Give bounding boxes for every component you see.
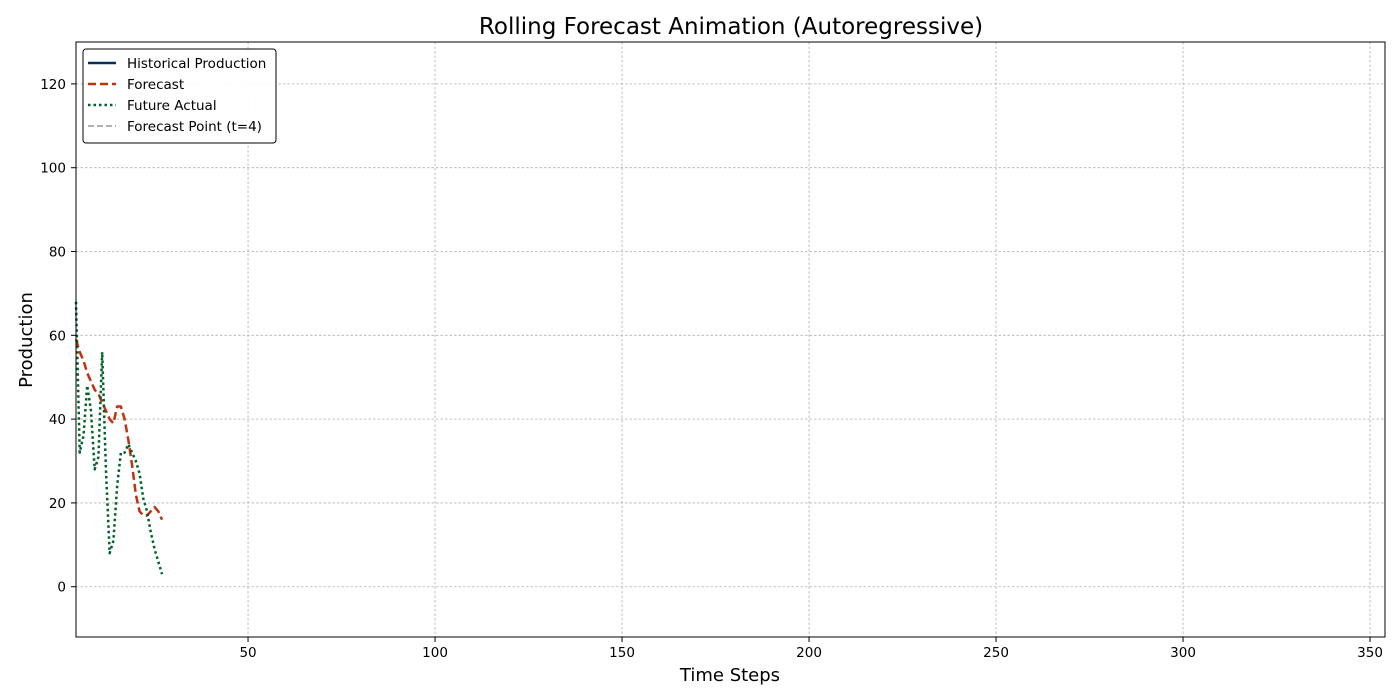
y-axis-label: Production — [16, 292, 37, 388]
y-tick-label: 60 — [49, 328, 66, 344]
x-tick-label: 100 — [422, 645, 448, 661]
x-tick-label: 150 — [609, 645, 635, 661]
legend-label-future-actual: Future Actual — [127, 98, 217, 114]
legend: Historical Production Forecast Future Actu… — [82, 48, 277, 144]
y-tick-label: 120 — [40, 77, 66, 93]
legend-label-forecast: Forecast — [127, 77, 184, 93]
future-actual-line — [74, 301, 164, 575]
y-tick-label: 20 — [49, 496, 66, 512]
plot-frame — [75, 41, 1386, 638]
tick-labels: 50 100 150 200 250 300 350 0 20 40 60 80 100 120 — [40, 77, 1383, 661]
legend-label-historical-production: Historical Production — [127, 56, 266, 72]
grid — [76, 42, 1385, 637]
y-tick-label: 100 — [40, 161, 66, 177]
x-tick-label: 300 — [1170, 645, 1196, 661]
y-tick-label: 80 — [49, 245, 66, 261]
x-tick-label: 200 — [796, 645, 822, 661]
x-tick-label: 50 — [239, 645, 256, 661]
y-tick-label: 0 — [57, 580, 66, 596]
x-tick-label: 350 — [1357, 645, 1383, 661]
y-tick-label: 40 — [49, 412, 66, 428]
legend-label-forecast-point-t-4: Forecast Point (t=4) — [127, 119, 262, 135]
forecast-line — [74, 339, 164, 521]
x-tick-label: 250 — [983, 645, 1009, 661]
axes — [71, 41, 1386, 642]
x-axis-label: Time Steps — [679, 665, 780, 686]
chart-title: Rolling Forecast Animation (Autoregressi… — [479, 14, 983, 40]
legend-box — [82, 48, 277, 144]
